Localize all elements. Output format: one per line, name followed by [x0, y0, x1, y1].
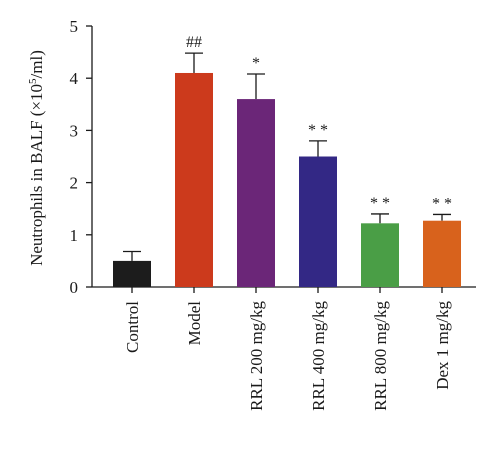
bar-1: [113, 260, 151, 287]
y-axis-title: Neutrophils in BALF (×105/ml): [27, 50, 46, 266]
y-tick-label: 0: [70, 278, 79, 297]
y-axis: 0 1 2 3 4 5: [70, 17, 93, 297]
y-axis-title-sup: 5: [27, 78, 39, 84]
y-tick-label: 3: [70, 121, 79, 140]
y-tick-label: 4: [70, 69, 79, 88]
significance-label: * *: [432, 195, 452, 212]
y-tick-label: 1: [70, 226, 79, 245]
x-axis: [92, 286, 476, 293]
bar-2: [175, 72, 213, 287]
y-axis-title-main: Neutrophils in BALF (×10: [27, 84, 46, 266]
bar-4: [299, 156, 337, 287]
bar-5: [361, 223, 399, 287]
category-label: Control: [123, 301, 142, 353]
significance-label: * *: [308, 122, 328, 139]
y-axis-title-unit: /ml): [27, 50, 46, 78]
category-label: RRL 200 mg/kg: [247, 301, 266, 411]
category-label: RRL 400 mg/kg: [309, 301, 328, 411]
error-bars: [123, 52, 451, 261]
category-label: Model: [185, 301, 204, 346]
significance-label: ##: [186, 34, 202, 51]
category-label: RRL 800 mg/kg: [371, 301, 390, 411]
y-tick-label: 5: [70, 17, 79, 36]
significance-label: * *: [370, 195, 390, 212]
bar-6: [423, 220, 461, 287]
bars: [113, 72, 461, 287]
significance-labels: ## * * * * * * *: [186, 34, 452, 212]
y-tick-label: 2: [70, 174, 79, 193]
bar-3: [237, 99, 275, 287]
category-labels: Control Model RRL 200 mg/kg RRL 400 mg/kg RR…: [123, 301, 452, 411]
svg-text:Neutrophils in BALF (×105/ml): Neutrophils in BALF (×105/ml): [27, 50, 46, 266]
category-label: Dex 1 mg/kg: [433, 301, 452, 390]
significance-label: *: [252, 55, 260, 72]
